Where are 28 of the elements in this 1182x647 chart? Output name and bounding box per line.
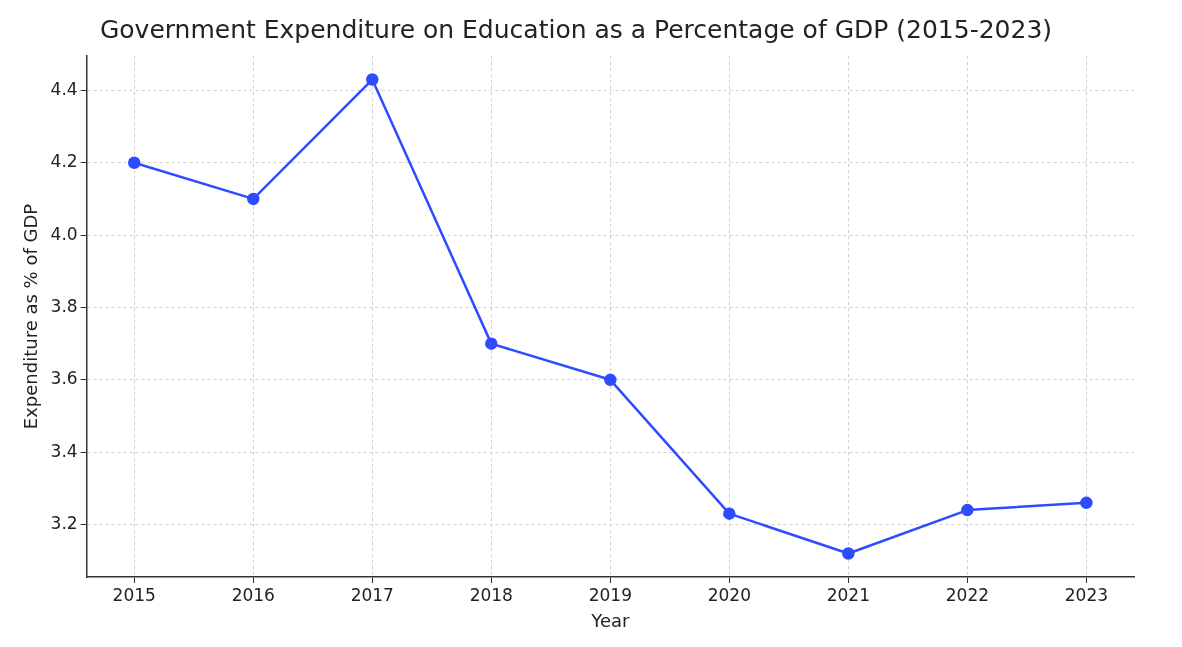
point bbox=[366, 73, 379, 86]
y-tick-label: 3.2 bbox=[50, 512, 78, 533]
y-tick-label: 4.2 bbox=[50, 151, 78, 172]
point bbox=[127, 156, 141, 169]
x-tick-label: 2020 bbox=[707, 584, 751, 605]
x-tick-label: 2016 bbox=[231, 584, 275, 605]
y-axis-title: Expenditure as % of GDP bbox=[20, 203, 42, 430]
y-tick-label: 3.4 bbox=[50, 440, 78, 461]
x-axis-title: Year bbox=[590, 609, 630, 631]
chart-title: Government Expenditure on Education as a Percentage of GDP (2015-2023) bbox=[99, 14, 1053, 44]
point bbox=[485, 337, 498, 350]
point bbox=[1080, 496, 1093, 510]
x-tick-label: 2019 bbox=[588, 584, 632, 605]
y-tick-label: 3.6 bbox=[50, 368, 78, 389]
point bbox=[842, 547, 855, 560]
point bbox=[723, 507, 736, 520]
x-tick-label: 2021 bbox=[826, 584, 870, 605]
y-tick-label: 4.0 bbox=[50, 223, 78, 244]
x-tick-label: 2017 bbox=[350, 584, 394, 605]
point bbox=[604, 373, 617, 387]
x-tick-label: 2023 bbox=[1064, 584, 1109, 605]
x-tick-label: 2022 bbox=[945, 584, 990, 605]
point bbox=[961, 503, 974, 517]
y-tick-label: 4.4 bbox=[50, 78, 78, 99]
x-tick-label: 2018 bbox=[469, 584, 513, 605]
y-tick-label: 3.8 bbox=[50, 295, 78, 316]
x-tick-label: 2015 bbox=[112, 584, 156, 605]
point bbox=[247, 192, 260, 206]
